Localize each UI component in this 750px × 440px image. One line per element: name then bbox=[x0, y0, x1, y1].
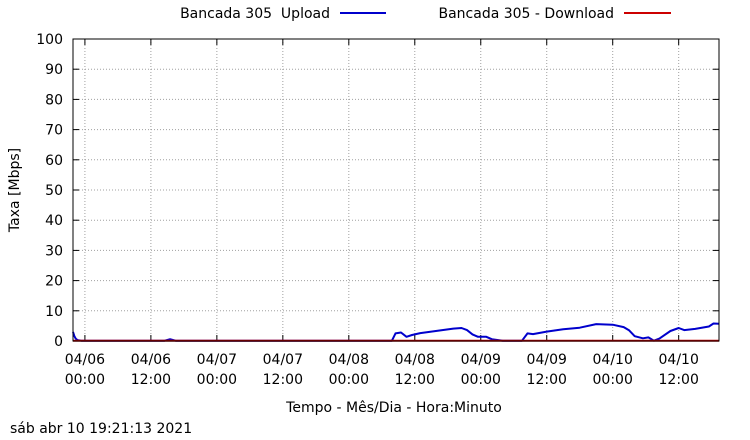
x-tick-time-label: 00:00 bbox=[197, 372, 237, 388]
x-tick-date-label: 04/06 bbox=[65, 352, 105, 368]
x-tick-date-label: 04/10 bbox=[659, 352, 699, 368]
y-tick-label: 60 bbox=[45, 153, 63, 169]
x-tick-time-label: 12:00 bbox=[263, 372, 303, 388]
y-tick-label: 50 bbox=[45, 183, 63, 199]
y-tick-label: 80 bbox=[45, 92, 63, 108]
x-tick-time-label: 00:00 bbox=[65, 372, 105, 388]
legend-label-download: Bancada 305 - Download bbox=[438, 6, 614, 22]
x-tick-date-label: 04/10 bbox=[593, 352, 633, 368]
x-tick-date-label: 04/06 bbox=[131, 352, 171, 368]
y-tick-label: 70 bbox=[45, 123, 63, 139]
x-tick-time-label: 12:00 bbox=[395, 372, 435, 388]
y-axis-title: Taxa [Mbps] bbox=[7, 148, 23, 233]
x-tick-date-label: 04/08 bbox=[395, 352, 435, 368]
x-tick-time-label: 12:00 bbox=[131, 372, 171, 388]
y-tick-label: 30 bbox=[45, 243, 63, 259]
y-tick-label: 100 bbox=[36, 32, 63, 48]
y-tick-label: 20 bbox=[45, 274, 63, 290]
grid-lines bbox=[73, 39, 719, 341]
x-tick-time-label: 00:00 bbox=[329, 372, 369, 388]
x-axis-title: Tempo - Mês/Dia - Hora:Minuto bbox=[285, 400, 502, 416]
legend: Bancada 305 Upload Bancada 305 - Download bbox=[180, 6, 671, 22]
legend-label-upload: Bancada 305 Upload bbox=[180, 6, 330, 22]
x-tick-date-label: 04/09 bbox=[527, 352, 567, 368]
x-tick-time-label: 00:00 bbox=[461, 372, 501, 388]
timestamp-footer: sáb abr 10 19:21:13 2021 bbox=[10, 421, 192, 437]
x-tick-date-label: 04/07 bbox=[197, 352, 237, 368]
x-tick-time-label: 00:00 bbox=[593, 372, 633, 388]
x-tick-time-label: 12:00 bbox=[527, 372, 567, 388]
x-tick-time-label: 12:00 bbox=[659, 372, 699, 388]
x-tick-date-label: 04/07 bbox=[263, 352, 303, 368]
y-tick-label: 0 bbox=[54, 334, 63, 350]
plot-frame bbox=[72, 38, 720, 342]
x-tick-date-label: 04/08 bbox=[329, 352, 369, 368]
x-tick-date-label: 04/09 bbox=[461, 352, 501, 368]
y-tick-label: 40 bbox=[45, 213, 63, 229]
y-tick-label: 10 bbox=[45, 304, 63, 320]
y-tick-label: 90 bbox=[45, 62, 63, 78]
axis-ticks: 0 10 20 30 40 50 60 70 80 90 100 04/06 00:00 04/06 12:… bbox=[36, 32, 719, 388]
